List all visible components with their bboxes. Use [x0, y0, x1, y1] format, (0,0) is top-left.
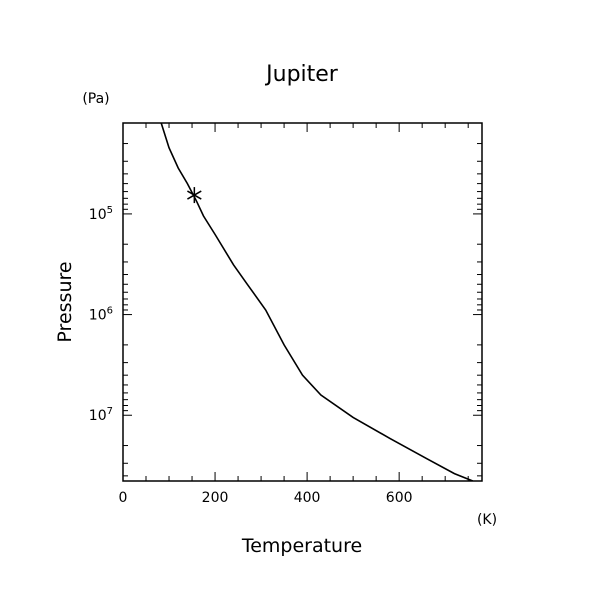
x-axis-unit: (K) [477, 512, 497, 528]
chart-title: Jupiter [264, 62, 339, 87]
plot-frame [122, 122, 483, 482]
x-axis-title: Temperature [241, 535, 362, 557]
x-tick-label: 0 [119, 490, 128, 506]
x-tick-label: 200 [202, 490, 229, 506]
series-line [160, 123, 474, 481]
asterisk-marker [187, 187, 202, 204]
y-tick-label-base: 10 [89, 207, 107, 223]
y-tick-label: 107 [89, 406, 113, 424]
y-tick-label-exponent: 5 [107, 205, 113, 216]
y-tick-label-base: 10 [89, 408, 107, 424]
y-axis-unit: (Pa) [82, 91, 109, 107]
y-tick-label: 106 [89, 306, 113, 324]
asterisk-stroke [187, 190, 202, 200]
x-tick-label: 400 [294, 490, 321, 506]
y-tick-label-exponent: 7 [107, 406, 113, 417]
y-tick-label-base: 10 [89, 308, 107, 324]
y-tick-label: 105 [89, 205, 113, 223]
x-tick-label: 600 [386, 490, 413, 506]
y-axis-title: Pressure [54, 261, 76, 342]
y-tick-label-exponent: 6 [107, 306, 113, 317]
